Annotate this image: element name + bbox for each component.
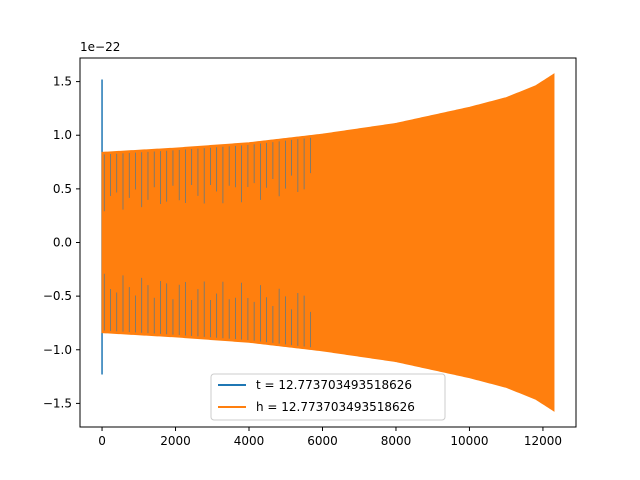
x-axis: 0 2000 4000 6000 8000 10000 12000 [98, 427, 562, 448]
x-tick-label: 12000 [524, 434, 562, 448]
legend-label-t: t = 12.773703493518626 [256, 378, 412, 392]
y-tick-label: −1.0 [43, 343, 72, 357]
y-tick-label: 0.5 [53, 182, 72, 196]
y-offset-text: 1e−22 [80, 40, 120, 54]
y-tick-label: −0.5 [43, 289, 72, 303]
x-tick-label: 6000 [307, 434, 338, 448]
plot-area [101, 73, 555, 412]
y-tick-label: −1.5 [43, 396, 72, 410]
y-tick-label: 1.0 [53, 128, 72, 142]
legend-label-h: h = 12.773703493518626 [256, 400, 415, 414]
x-tick-label: 10000 [450, 434, 488, 448]
y-axis: −1.5 −1.0 −0.5 0.0 0.5 1.0 1.5 [43, 75, 80, 410]
y-tick-label: 0.0 [53, 236, 72, 250]
x-tick-label: 0 [98, 434, 106, 448]
series-h-line [101, 73, 555, 412]
legend: t = 12.773703493518626 h = 12.7737034935… [210, 373, 446, 421]
series-t-overlay [103, 137, 311, 348]
legend-box [210, 373, 446, 421]
x-tick-label: 2000 [160, 434, 191, 448]
y-tick-label: 1.5 [53, 75, 72, 89]
x-tick-label: 8000 [381, 434, 412, 448]
x-tick-label: 4000 [234, 434, 265, 448]
